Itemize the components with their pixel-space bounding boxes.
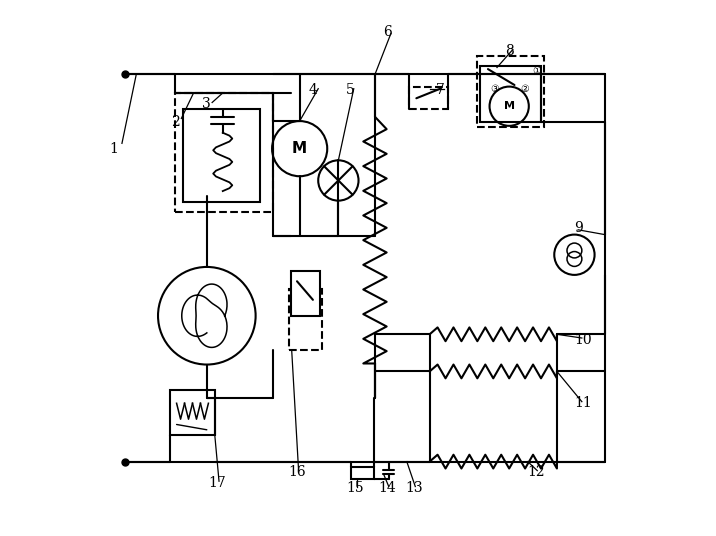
Text: M: M bbox=[292, 141, 307, 156]
Text: 8: 8 bbox=[505, 43, 513, 57]
Bar bbox=[410, 87, 448, 109]
Text: 15: 15 bbox=[347, 481, 364, 495]
Text: 1: 1 bbox=[110, 142, 118, 155]
Text: 3: 3 bbox=[203, 96, 211, 110]
Text: 17: 17 bbox=[208, 476, 226, 490]
Text: M: M bbox=[503, 101, 515, 111]
Text: ①: ① bbox=[532, 66, 541, 76]
Text: ②: ② bbox=[521, 84, 529, 94]
Bar bbox=[480, 66, 541, 122]
Bar bbox=[170, 390, 215, 435]
Text: ③: ③ bbox=[490, 84, 499, 94]
Text: 11: 11 bbox=[574, 396, 592, 410]
Text: 9: 9 bbox=[574, 221, 583, 235]
Bar bbox=[291, 271, 320, 316]
Bar bbox=[289, 289, 322, 350]
Text: 6: 6 bbox=[383, 25, 392, 39]
Bar bbox=[478, 56, 543, 128]
Text: 10: 10 bbox=[575, 333, 592, 347]
Text: 7: 7 bbox=[436, 83, 445, 98]
Bar bbox=[175, 93, 273, 212]
Text: 2: 2 bbox=[170, 115, 180, 129]
Bar bbox=[183, 109, 260, 202]
Text: 4: 4 bbox=[309, 83, 317, 98]
Text: 12: 12 bbox=[527, 465, 544, 479]
Text: 16: 16 bbox=[288, 465, 306, 479]
Text: 14: 14 bbox=[378, 481, 396, 495]
Bar bbox=[351, 467, 374, 479]
Text: 5: 5 bbox=[346, 83, 354, 98]
Text: 13: 13 bbox=[405, 481, 422, 495]
